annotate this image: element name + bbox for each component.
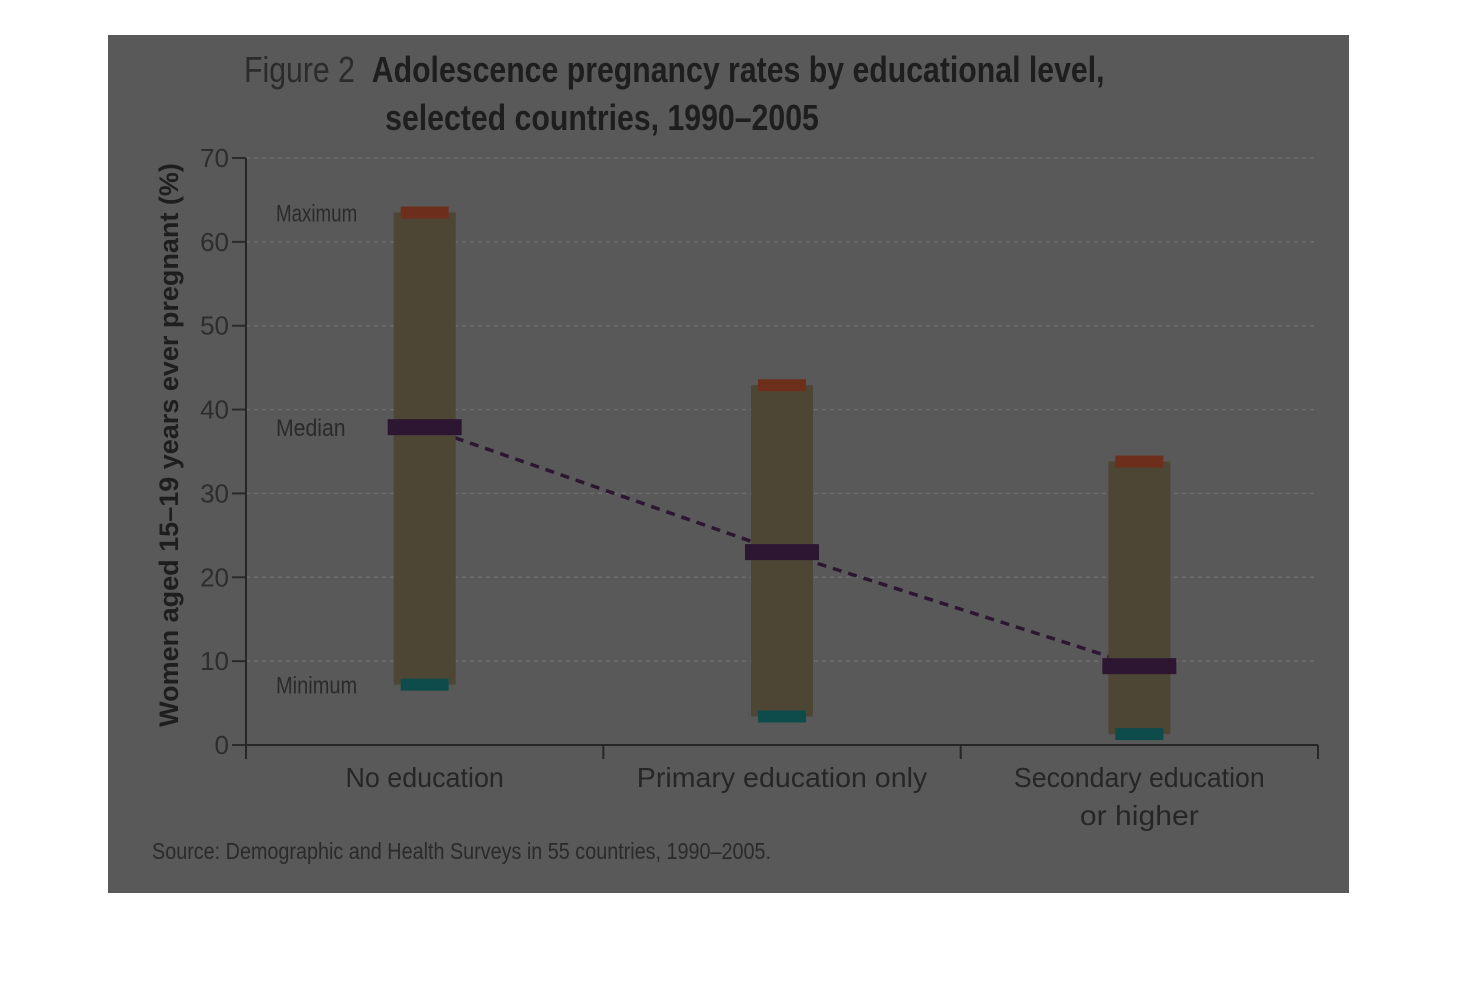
x-category-label: Secondary education (1014, 762, 1265, 793)
y-tick-label: 0 (215, 730, 229, 760)
y-tick-label: 50 (200, 311, 229, 341)
x-category-label: No education (345, 762, 503, 793)
y-tick-label: 60 (200, 227, 229, 257)
y-tick-label: 70 (200, 143, 229, 173)
y-tick-label: 30 (200, 478, 229, 508)
annotation-label: Median (276, 415, 346, 442)
x-category-label: or higher (1080, 800, 1199, 831)
source-note: Source: Demographic and Health Surveys i… (152, 838, 772, 864)
figure-label: Figure 2 (244, 49, 355, 90)
min-marker (758, 710, 806, 723)
range-bar (1108, 461, 1171, 735)
x-category-label: Primary education only (637, 762, 927, 793)
y-tick-label: 20 (200, 562, 229, 592)
max-marker (400, 206, 449, 219)
annotation-label: Maximum (276, 201, 357, 228)
median-marker (745, 544, 819, 561)
y-tick-label: 40 (200, 395, 229, 425)
y-axis-label: Women aged 15–19 years ever pregnant (%) (154, 163, 184, 727)
title-line-2: selected countries, 1990–2005 (385, 97, 819, 138)
min-marker (1115, 728, 1164, 741)
median-marker (387, 419, 462, 436)
chart-title: Figure 2 Adolescence pregnancy rates by … (244, 46, 1105, 142)
range-bar (393, 212, 456, 685)
min-marker (400, 678, 449, 691)
max-marker (1115, 455, 1164, 468)
y-tick-label: 10 (200, 646, 229, 676)
max-marker (758, 379, 806, 392)
title-line-1: Adolescence pregnancy rates by education… (371, 49, 1105, 90)
annotation-label: Minimum (276, 673, 357, 700)
median-trend-line (424, 425, 1140, 668)
median-marker (1102, 658, 1177, 675)
